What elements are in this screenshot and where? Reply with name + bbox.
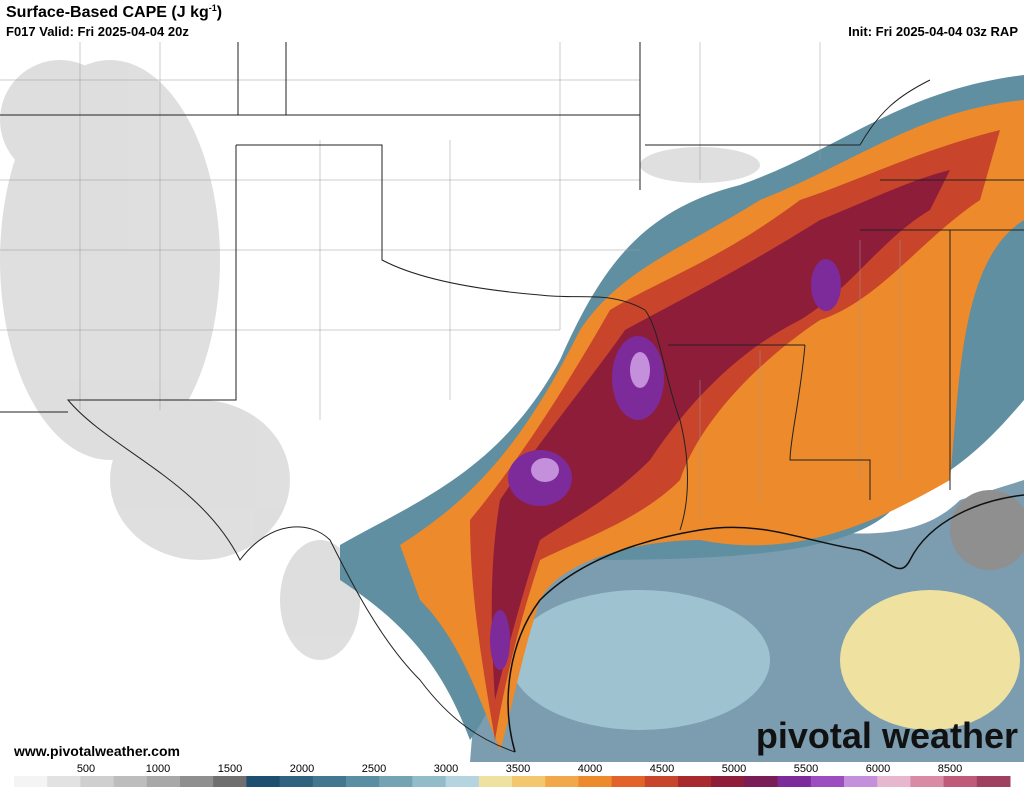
- colorbar-label: 4500: [650, 763, 674, 775]
- site-url[interactable]: www.pivotalweather.com: [13, 743, 180, 759]
- colorbar-swatch: [711, 776, 745, 787]
- colorbar-swatch: [312, 776, 347, 787]
- colorbar-swatch: [877, 776, 911, 787]
- colorbar-swatch: [14, 776, 48, 787]
- colorbar-swatch: [346, 776, 380, 787]
- colorbar-swatch: [47, 776, 81, 787]
- title: Surface-Based CAPE (J kg-1): [6, 3, 222, 21]
- title-close: ): [217, 4, 222, 21]
- map: [0, 42, 1024, 762]
- colorbar-swatch: [113, 776, 148, 787]
- colorbar-label: 8500: [938, 763, 962, 775]
- colorbar-label: 500: [77, 763, 95, 775]
- colorbar-swatch: [412, 776, 447, 787]
- colorbar: 500 1000 1500 2000 2500 3000 3500 4000 4500 5000 5…: [0, 762, 1024, 791]
- colorbar-swatch: [512, 776, 546, 787]
- colorbar-swatch: [678, 776, 712, 787]
- colorbar-label: 3000: [434, 763, 458, 775]
- colorbar-swatch: [910, 776, 945, 787]
- colorbar-label: 1500: [218, 763, 242, 775]
- colorbar-swatch: [810, 776, 845, 787]
- colorbar-swatch: [379, 776, 413, 787]
- colorbar-label: 2500: [362, 763, 386, 775]
- colorbar-label: 1000: [146, 763, 170, 775]
- colorbar-swatch: [146, 776, 181, 787]
- colorbar-label: 6000: [866, 763, 890, 775]
- colorbar-swatch: [246, 776, 281, 787]
- colorbar-label: 2000: [290, 763, 314, 775]
- colorbar-label: 5500: [794, 763, 818, 775]
- colorbar-swatch: [180, 776, 214, 787]
- valid-time: F017 Valid: Fri 2025-04-04 20z: [6, 24, 189, 39]
- colorbar-swatch: [445, 776, 480, 787]
- colorbar-swatch: [279, 776, 314, 787]
- colorbar-swatch: [844, 776, 878, 787]
- colorbar-swatch: [545, 776, 579, 787]
- colorbar-label: 4000: [578, 763, 602, 775]
- colorbar-swatch: [644, 776, 679, 787]
- colorbar-swatch: [578, 776, 613, 787]
- colorbar-swatch: [943, 776, 978, 787]
- colorbar-swatch: [80, 776, 115, 787]
- colorbar-label: 3500: [506, 763, 530, 775]
- title-text: Surface-Based CAPE (J kg: [6, 4, 209, 21]
- logo: pivotal weather: [756, 715, 1018, 756]
- colorbar-swatch: [744, 776, 779, 787]
- colorbar-swatch: [976, 776, 1011, 787]
- init-time: Init: Fri 2025-04-04 03z RAP: [848, 24, 1018, 39]
- title-sup: -1: [209, 3, 217, 13]
- colorbar-swatch: [611, 776, 646, 787]
- colorbar-swatch: [777, 776, 812, 787]
- colorbar-swatch: [478, 776, 513, 787]
- colorbar-swatch: [213, 776, 247, 787]
- colorbar-label: 5000: [722, 763, 746, 775]
